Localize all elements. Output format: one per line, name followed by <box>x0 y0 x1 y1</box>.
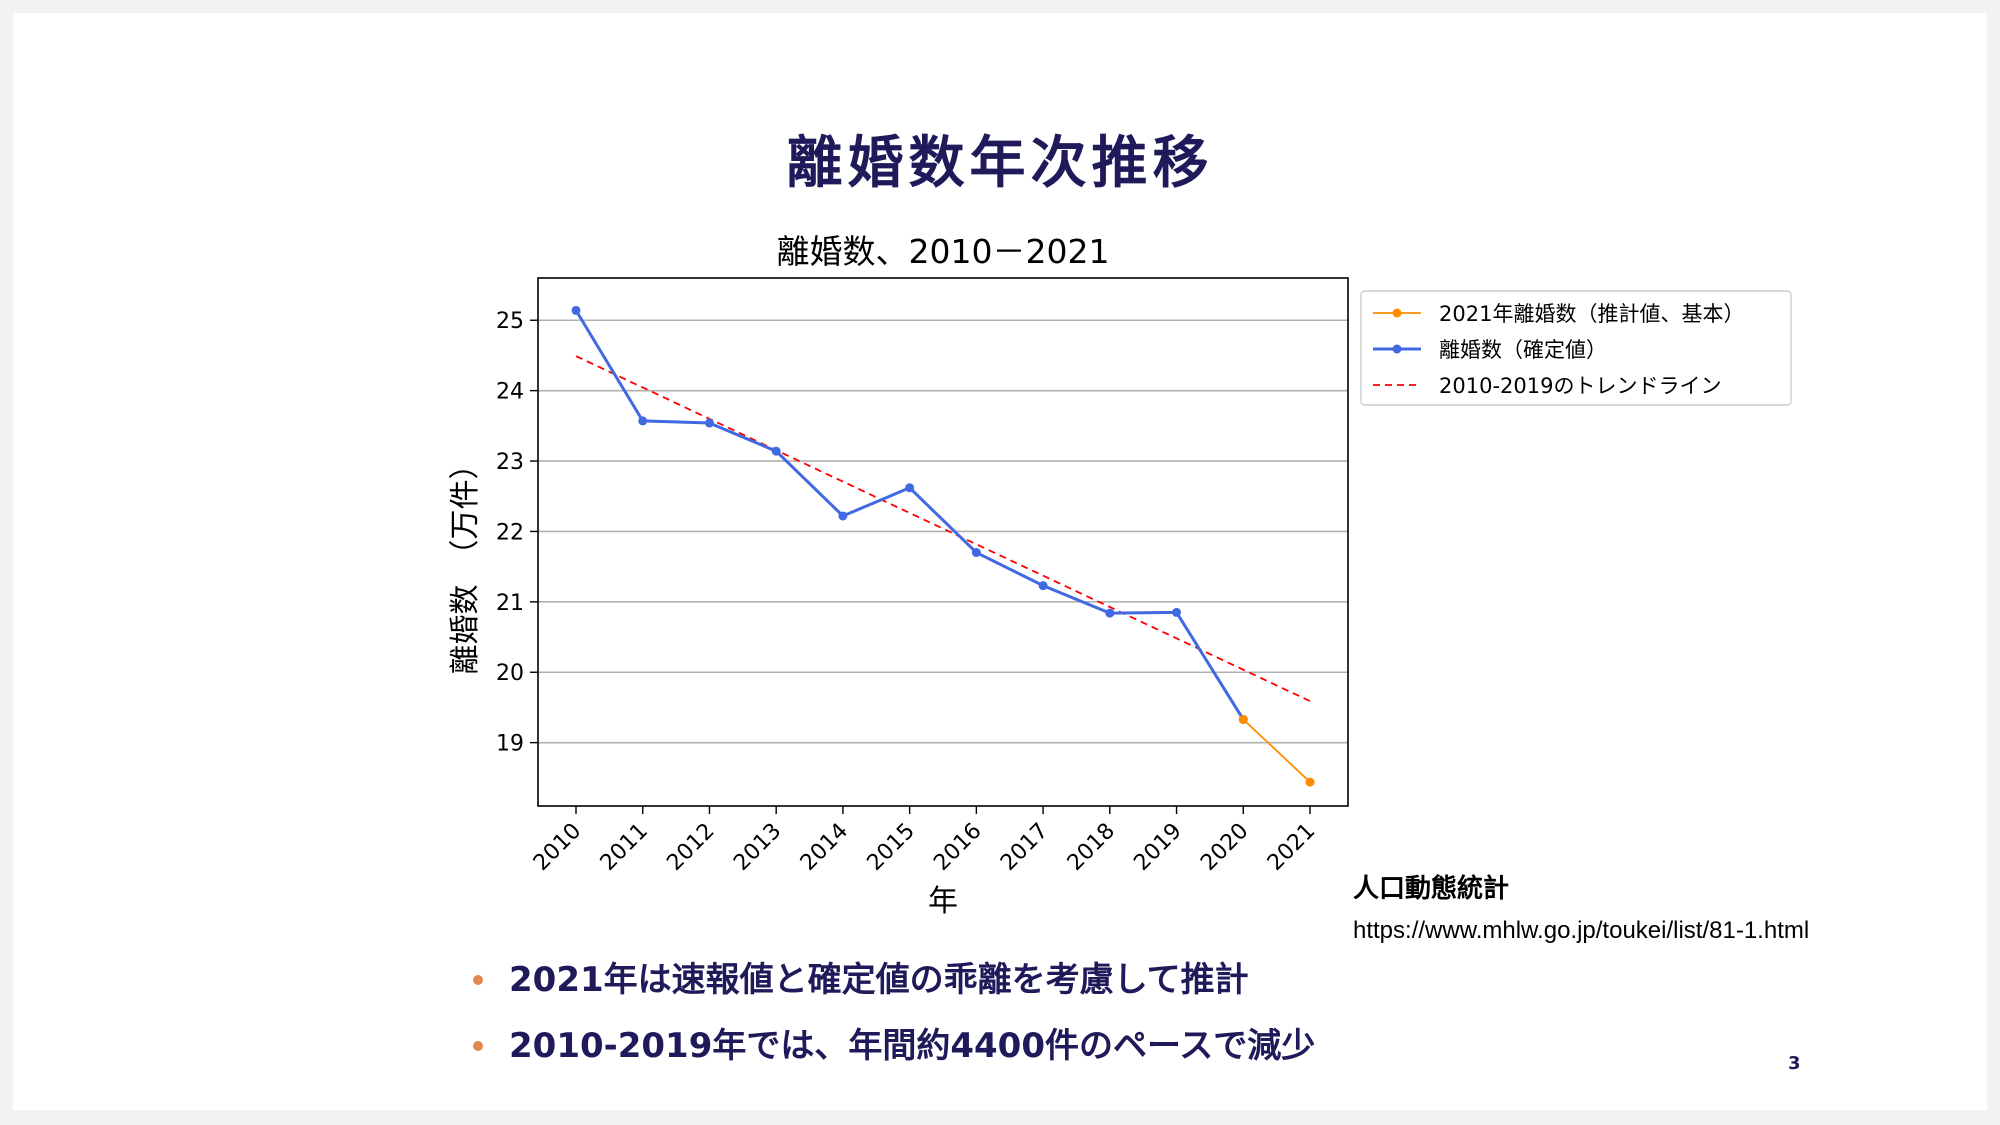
legend-label: 2010-2019のトレンドライン <box>1439 374 1721 398</box>
series-line <box>1242 718 1311 783</box>
bullet-dot-icon <box>473 975 483 985</box>
x-axis-label: 年 <box>928 884 958 919</box>
x-tick-label: 2013 <box>729 819 786 876</box>
data-point <box>1238 714 1248 724</box>
y-axis-label: 離婚数 （万件） <box>448 450 483 675</box>
data-point <box>704 418 714 428</box>
bullet-text: 2021年は速報値と確定値の乖離を考慮して推計 <box>509 960 1249 1000</box>
y-tick-label: 23 <box>496 450 524 475</box>
x-tick-label: 2014 <box>796 819 853 876</box>
data-point <box>771 446 781 456</box>
data-point <box>1038 581 1048 591</box>
source-url[interactable]: https://www.mhlw.go.jp/toukei/list/81-1.… <box>1353 917 1810 944</box>
data-point <box>905 483 915 493</box>
bullet-dot-icon <box>473 1041 483 1051</box>
y-tick-label: 22 <box>496 520 524 545</box>
x-tick-label: 2012 <box>662 819 719 876</box>
page-number: 3 <box>1788 1053 1801 1074</box>
grid-layer <box>538 319 1348 744</box>
series-line <box>574 309 1245 721</box>
data-point <box>1172 607 1182 617</box>
y-tick-label: 24 <box>496 380 524 405</box>
source-title: 人口動態統計 <box>1353 873 1510 903</box>
data-point <box>1305 777 1315 787</box>
legend-marker <box>1392 344 1402 354</box>
legend-box <box>1360 290 1792 406</box>
y-tick-label: 19 <box>496 732 524 757</box>
x-tick-label: 2020 <box>1196 819 1253 876</box>
x-tick-label: 2015 <box>863 819 920 876</box>
legend-marker <box>1392 308 1402 318</box>
legend-label: 離婚数（確定値） <box>1439 338 1607 362</box>
data-point <box>1105 608 1115 618</box>
chart-title: 離婚数、2010－2021 <box>777 232 1110 271</box>
data-point <box>638 416 648 426</box>
data-point <box>971 548 981 558</box>
legend-label: 2021年離婚数（推計値、基本） <box>1439 302 1744 326</box>
y-tick-label: 21 <box>496 591 524 616</box>
bullet-list: 2021年は速報値と確定値の乖離を考慮して推計 2010-2019年では、年間約… <box>471 958 1315 1090</box>
slide-title: 離婚数年次推移 <box>786 131 1214 196</box>
x-tick-label: 2021 <box>1263 819 1320 876</box>
bullet-text: 2010-2019年では、年間約4400件のペースで減少 <box>509 1026 1316 1066</box>
bullet-item: 2021年は速報値と確定値の乖離を考慮して推計 <box>471 958 1315 1002</box>
x-tick-label: 2017 <box>996 819 1053 876</box>
data-point <box>571 305 581 315</box>
x-tick-label: 2016 <box>929 819 986 876</box>
source-citation: 人口動態統計 https://www.mhlw.go.jp/toukei/lis… <box>1353 868 1809 945</box>
plot-frame <box>537 277 1349 807</box>
slide: 離婚数年次推移 19 20 21 22 23 24 25 2010 2011 2012 2013 20… <box>13 13 1987 1110</box>
trend-line <box>575 355 1311 702</box>
x-tick-label: 2019 <box>1130 819 1187 876</box>
x-tick-label: 2018 <box>1063 819 1120 876</box>
y-tick-label: 25 <box>496 309 524 334</box>
bullet-item: 2010-2019年では、年間約4400件のペースで減少 <box>471 1024 1315 1068</box>
x-tick-label: 2010 <box>529 819 586 876</box>
y-tick-label: 20 <box>496 661 524 686</box>
x-tick-label: 2011 <box>596 819 653 876</box>
data-point <box>838 511 848 521</box>
series-layer <box>571 305 1315 787</box>
legend: 2021年離婚数（推計値、基本） 離婚数（確定値） 2010-2019のトレンドライ… <box>1360 290 1792 406</box>
